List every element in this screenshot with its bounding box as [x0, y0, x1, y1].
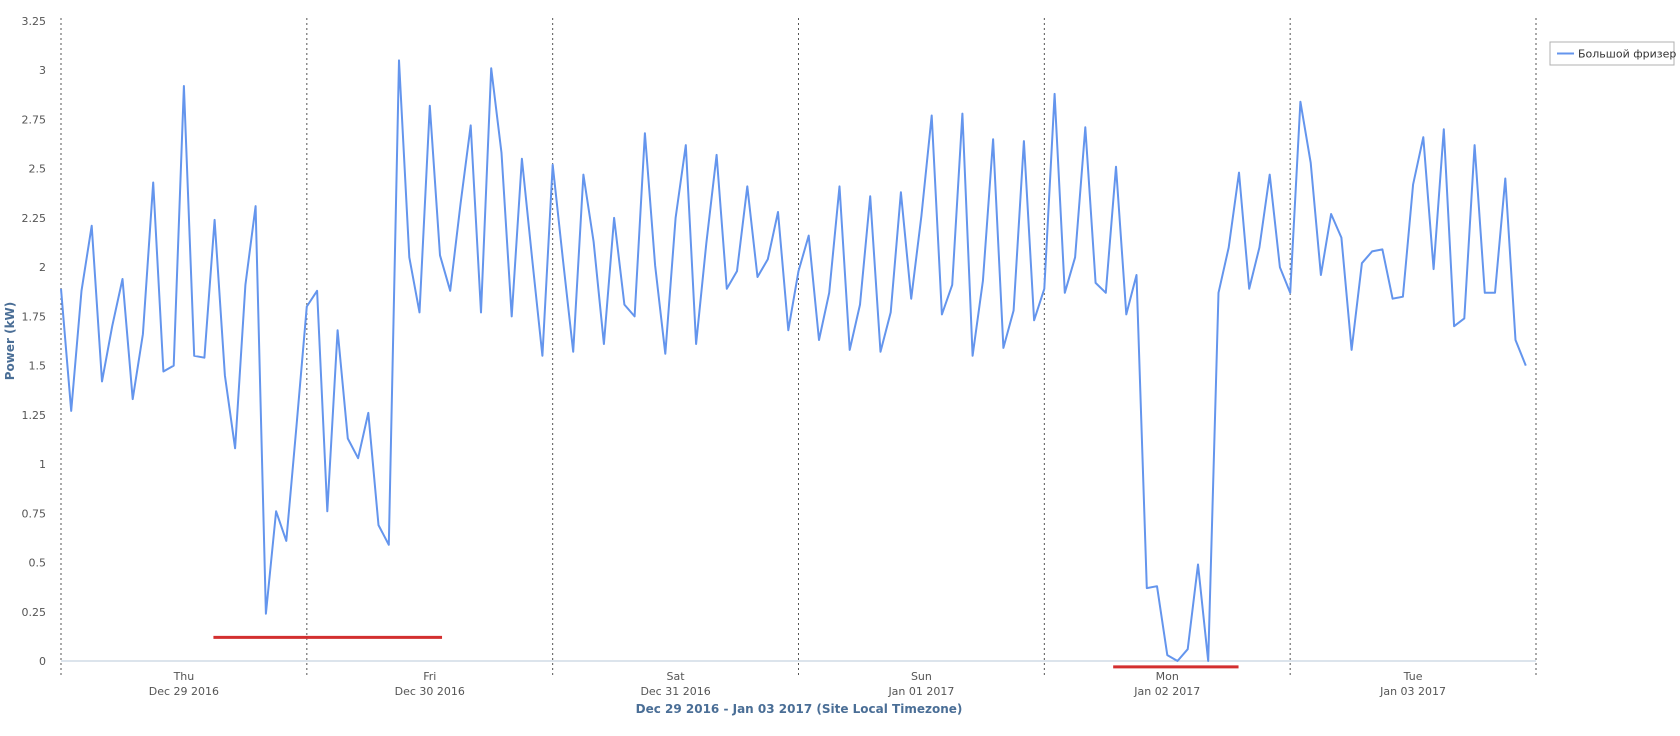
- x-date-label: Dec 31 2016: [640, 685, 710, 698]
- x-date-label: Dec 30 2016: [395, 685, 465, 698]
- y-tick-label: 1.25: [22, 409, 47, 422]
- y-tick-label: 0.25: [22, 606, 47, 619]
- x-day-name-label: Fri: [423, 670, 436, 683]
- y-tick-label: 2: [39, 261, 46, 274]
- y-tick-label: 0.5: [29, 557, 47, 570]
- y-tick-label: 0.75: [22, 507, 47, 520]
- x-axis-day-labels: Thu Dec 29 2016 Fri Dec 30 2016 Sat Dec 31 20…: [149, 670, 1446, 698]
- y-tick-label: 2.75: [22, 113, 47, 126]
- x-date-label: Jan 02 2017: [1133, 685, 1200, 698]
- y-tick-label: 3: [39, 64, 46, 77]
- y-tick-label: 3.25: [22, 15, 47, 28]
- x-day-name-label: Sun: [911, 670, 932, 683]
- legend[interactable]: Большой фризер: [1549, 41, 1676, 66]
- x-day-name-label: Mon: [1156, 670, 1179, 683]
- x-axis-title: Dec 29 2016 - Jan 03 2017 (Site Local Ti…: [636, 702, 963, 716]
- y-tick-label: 2.5: [29, 163, 47, 176]
- y-tick-label: 1: [39, 458, 46, 471]
- x-day-name-label: Thu: [173, 670, 195, 683]
- y-axis-title: Power (kW): [3, 302, 17, 381]
- legend-label: Большой фризер: [1578, 48, 1676, 61]
- x-day-name-label: Tue: [1403, 670, 1423, 683]
- annotation-markers: [213, 635, 1239, 669]
- y-tick-label: 1.75: [22, 310, 47, 323]
- legend-box: [1549, 41, 1675, 66]
- x-date-label: Jan 03 2017: [1379, 685, 1446, 698]
- y-axis-ticks: 0 0.25 0.5 0.75 1 1.25 1.5 1.75 2 2.25 2.5 2.75 3 3.2…: [22, 15, 47, 668]
- series-line-bolshoy-frizer[interactable]: [60, 59, 1527, 662]
- x-day-name-label: Sat: [667, 670, 686, 683]
- x-date-label: Jan 01 2017: [887, 685, 954, 698]
- day-divider-lines: [60, 18, 1537, 678]
- x-date-label: Dec 29 2016: [149, 685, 219, 698]
- y-tick-label: 1.5: [29, 360, 47, 373]
- y-tick-label: 2.25: [22, 212, 47, 225]
- y-tick-label: 0: [39, 655, 46, 668]
